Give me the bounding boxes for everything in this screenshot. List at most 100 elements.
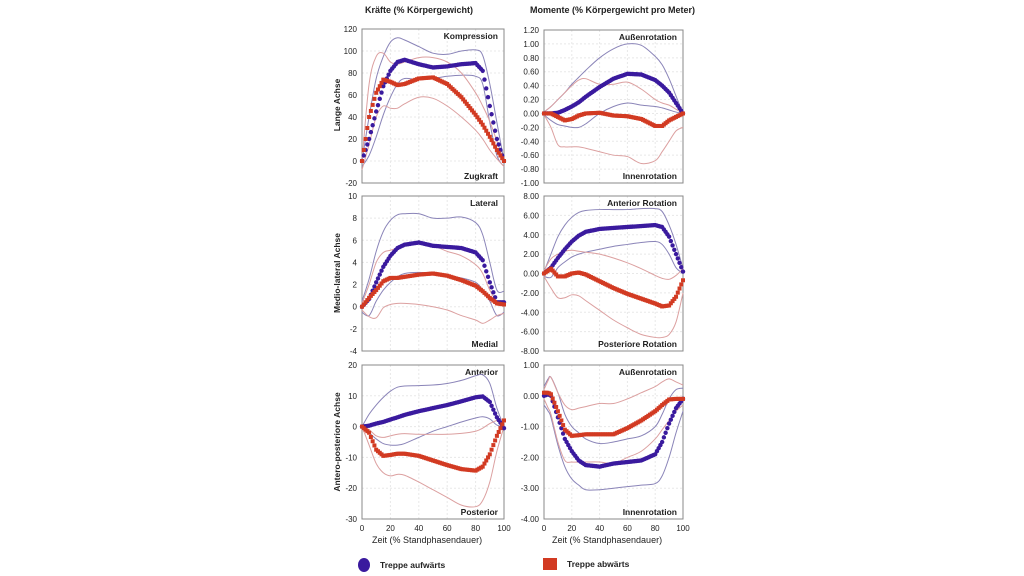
x-tick-label: 80: [651, 524, 660, 533]
band-upper-up: [361, 37, 505, 162]
chart-forces-ml: 10 8 6 4 2 0 -2 -4 Lateral Medial: [348, 192, 507, 356]
data-point: [360, 159, 364, 163]
data-point: [478, 120, 483, 125]
data-point: [668, 417, 674, 422]
data-point: [501, 425, 507, 431]
data-point: [487, 399, 492, 405]
data-point: [365, 298, 370, 303]
y-tick-label: 10: [348, 392, 357, 401]
x-tick-label: 20: [386, 524, 395, 533]
y-tick-label: -2: [350, 325, 358, 334]
y-tick-label: 0.40: [523, 82, 539, 91]
data-point: [361, 302, 366, 307]
data-point: [681, 111, 685, 116]
band-lower-up: [543, 102, 684, 129]
data-point: [670, 243, 675, 248]
data-point: [475, 115, 480, 120]
y-tick-label: -3.00: [521, 484, 540, 493]
data-point: [374, 90, 379, 95]
data-point: [679, 282, 684, 287]
data-point: [375, 102, 381, 108]
square-marker-icon: [543, 558, 557, 570]
data-point: [487, 103, 492, 109]
y-tick-label: 10: [348, 192, 357, 201]
data-point: [379, 80, 384, 85]
y-tick-label: -1.00: [521, 179, 540, 188]
x-tick-label: 40: [595, 524, 604, 533]
data-point: [375, 285, 380, 290]
band-upper-down: [543, 376, 684, 411]
series-down: [360, 418, 506, 473]
data-point: [372, 96, 377, 101]
y-tick-label: -0.60: [521, 151, 540, 160]
x-tick-label: 100: [676, 524, 690, 533]
y-tick-label: -4: [350, 347, 358, 356]
data-point: [368, 434, 373, 439]
data-point: [559, 418, 564, 423]
data-point: [470, 108, 475, 113]
x-tick-label: 60: [443, 524, 452, 533]
y-tick-label: 0.60: [523, 68, 539, 77]
y-tick-label: -4.00: [521, 515, 540, 524]
data-point: [554, 404, 559, 409]
data-point: [361, 153, 366, 158]
y-tick-label: -2.00: [521, 453, 540, 462]
data-point: [665, 425, 670, 431]
band-lower-down: [361, 96, 505, 170]
data-point: [494, 148, 499, 152]
data-point: [372, 116, 377, 121]
band-lower-up: [543, 404, 684, 491]
band-lower-down: [361, 302, 505, 324]
y-tick-label: 0.80: [523, 54, 539, 63]
x-tick-label: 0: [360, 524, 365, 533]
data-point: [502, 418, 506, 423]
data-point: [492, 128, 498, 133]
data-point: [484, 458, 489, 463]
data-point: [672, 409, 677, 415]
top-annotation: Kompression: [444, 31, 498, 41]
data-point: [489, 447, 494, 452]
data-point: [466, 104, 471, 108]
y-tick-label: 6: [353, 236, 358, 245]
data-point: [477, 117, 482, 122]
data-point: [363, 300, 368, 305]
plot-frame: [543, 29, 684, 184]
x-axis-label-right: Zeit (% Standphasendauer): [552, 535, 663, 545]
data-point: [491, 120, 496, 125]
data-point: [368, 108, 373, 113]
data-point: [377, 272, 382, 277]
y-tick-label: -8.00: [521, 347, 540, 356]
data-point: [561, 423, 566, 428]
data-point: [677, 260, 682, 266]
top-annotation: Anterior: [465, 367, 499, 377]
data-point: [666, 234, 672, 239]
y-tick-label: 2.00: [523, 250, 539, 259]
data-point: [673, 251, 679, 257]
y-tick-label: 6.00: [523, 211, 539, 220]
band-lower-down: [361, 426, 505, 508]
data-point: [681, 278, 685, 283]
x-tick-label: 0: [542, 524, 547, 533]
data-point: [668, 238, 674, 244]
circle-marker-icon: [358, 558, 370, 572]
band-upper-up: [543, 207, 684, 272]
y-tick-label: 8: [353, 214, 358, 223]
data-point: [367, 115, 372, 119]
bottom-annotation: Zugkraft: [464, 171, 498, 181]
data-point: [548, 392, 553, 397]
data-point: [679, 265, 684, 270]
data-point: [491, 443, 496, 448]
x-tick-label: 20: [567, 524, 576, 533]
data-point: [461, 97, 466, 102]
data-point: [484, 128, 489, 133]
x-tick-label: 80: [471, 524, 480, 533]
data-point: [498, 153, 503, 158]
series-down: [542, 266, 685, 309]
y-tick-label: 0: [353, 423, 358, 432]
data-point: [374, 109, 379, 114]
data-point: [661, 435, 667, 440]
data-point: [486, 455, 491, 460]
chart-moments-ap: 1.00 0.00 -1.00 -2.00 -3.00 -4.000 20 40 60 80 100…: [521, 361, 690, 533]
data-point: [482, 125, 487, 130]
